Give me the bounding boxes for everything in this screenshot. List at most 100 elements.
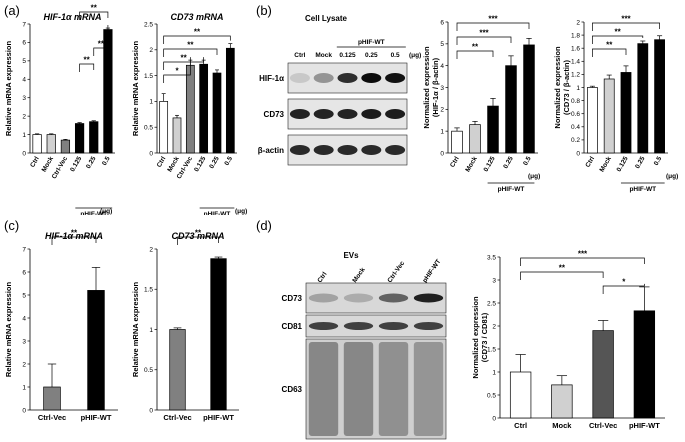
y-tick-label: 0.4 — [571, 124, 580, 131]
y-tick-label: 0 — [149, 150, 153, 157]
x-tick-label: 0.125 — [616, 155, 630, 173]
x-tick-label: Mock — [464, 155, 479, 173]
group-label: pHIF-WT — [629, 186, 656, 193]
x-tick-label: pHIF-WT — [81, 413, 112, 422]
group-label: pHIF-WT — [204, 211, 231, 215]
y-tick-label: 0.8 — [571, 98, 580, 105]
lane-label: Mock — [315, 52, 332, 59]
western-blot-cell-lysate: Cell Lysate Ctrl Mock 0.125 0.25 0.5 pHIF-WT (μ… — [258, 14, 421, 166]
significance-bracket — [520, 257, 645, 266]
bar — [87, 290, 105, 411]
blot-group-label: pHIF-WT — [358, 39, 385, 46]
y-tick-label: 2.5 — [487, 300, 496, 307]
y-tick-label: 7 — [22, 246, 26, 253]
x-tick-label: 0.125 — [483, 155, 497, 173]
bar — [172, 117, 182, 154]
blot-row-label: CD63 — [282, 385, 303, 394]
y-tick-label: 0 — [440, 150, 444, 157]
y-tick-label: 1 — [576, 85, 580, 92]
western-blot-evs: EVs Ctrl Mock Ctrl-Vec pHIF-WT CD73 CD81 CD63 — [282, 251, 447, 440]
bar — [603, 78, 615, 154]
bar — [654, 39, 665, 154]
significance-label: ** — [98, 40, 105, 49]
y-tick-label: 3.5 — [487, 254, 496, 261]
significance-bracket — [592, 35, 644, 44]
bar — [60, 139, 71, 154]
lane-label: 0.25 — [365, 52, 378, 59]
blot-smear — [378, 342, 409, 436]
y-tick-label: 0 — [576, 150, 580, 157]
y-tick-label: 2.5 — [144, 21, 153, 28]
significance-label: *** — [621, 15, 631, 24]
y-tick-label: 4 — [22, 315, 26, 322]
significance-label: ** — [187, 41, 194, 50]
significance-label: ** — [606, 41, 613, 50]
y-tick-label: 1 — [22, 384, 26, 391]
lane-label: 0.125 — [339, 52, 356, 59]
blot-band — [343, 322, 374, 330]
y-tick-label: 1 — [492, 369, 496, 376]
lane-label: Mock — [351, 266, 366, 284]
significance-bracket — [520, 271, 604, 280]
bar — [451, 130, 463, 154]
y-tick-label: 4 — [440, 63, 444, 70]
x-tick-label: 0.25 — [634, 155, 647, 170]
y-tick-label: 3 — [22, 95, 26, 102]
chart-title: HIF-1α mRNA — [45, 231, 103, 241]
chart-cd73-cd81-normalized-d: 0 0.5 1 1.5 2 2.5 3 3.5 Normalized expression(CD… — [471, 250, 665, 430]
significance-label: ** — [181, 54, 188, 63]
chart-cd73-normalized-b: 0 0.2 0.4 0.6 0.8 1 1.2 1.4 1.6 1.8 2 Normalized ex… — [553, 15, 678, 194]
panel-letter-a: (a) — [4, 3, 20, 18]
blot-title: EVs — [343, 251, 359, 260]
unit-label: (μg) — [100, 208, 112, 215]
bar — [89, 121, 99, 154]
x-tick-label: Ctrl — [29, 155, 41, 168]
blot-band — [308, 293, 339, 303]
y-tick-label: 2 — [22, 361, 26, 368]
significance-label: ** — [472, 43, 479, 52]
significance-label: * — [622, 278, 626, 287]
chart-title: CD73 mRNA — [170, 12, 223, 22]
bar — [637, 43, 649, 154]
blot-band — [337, 73, 358, 83]
y-tick-label: 1.5 — [487, 346, 496, 353]
y-tick-label: 2 — [22, 113, 26, 120]
y-tick-label: 2 — [149, 47, 153, 54]
blot-row-label: CD73 — [264, 110, 285, 119]
y-tick-label: 6 — [440, 19, 444, 26]
y-tick-label: 1.5 — [144, 287, 153, 294]
y-tick-label: 0.5 — [144, 367, 153, 374]
chart-cd73-mrna-c: CD73 mRNA 0 0.5 1 1.5 2 Relative mRNA expressi… — [131, 229, 239, 422]
bar — [551, 384, 573, 419]
chart-title: CD73 mRNA — [171, 231, 224, 241]
bar — [74, 123, 85, 154]
y-tick-label: 2 — [440, 107, 444, 114]
y-tick-label: 0 — [22, 150, 26, 157]
x-tick-label: 0.5 — [653, 155, 664, 167]
blot-smear — [343, 342, 374, 436]
y-tick-label: 1 — [149, 327, 153, 334]
y-axis-label: Normalized expression(CD73 / CD81) — [471, 296, 489, 379]
blot-row-label: HIF-1α — [259, 74, 284, 83]
x-tick-label: Ctrl — [156, 155, 168, 168]
significance-bracket — [177, 236, 219, 245]
y-tick-label: 6 — [22, 269, 26, 276]
y-tick-label: 6 — [22, 40, 26, 47]
lane-label: 0.5 — [391, 52, 400, 59]
blot-band — [337, 109, 358, 119]
bar — [487, 105, 499, 154]
bar — [199, 63, 209, 154]
x-tick-label: pHIF-WT — [203, 413, 234, 422]
y-tick-label: 2 — [149, 246, 153, 253]
blot-band — [413, 322, 444, 330]
blot-smear — [308, 342, 339, 436]
x-tick-label: Ctrl-Vec — [38, 413, 66, 422]
significance-bracket — [592, 22, 660, 31]
x-tick-label: Ctrl — [584, 155, 596, 168]
bar — [592, 330, 614, 419]
lane-label: Ctrl — [294, 52, 305, 59]
blot-band — [378, 322, 409, 330]
lane-label: pHIF-WT — [421, 258, 442, 284]
chart-title: HIF-1α mRNA — [43, 12, 101, 22]
chart-hif1a-mrna-c: HIF-1α mRNA 0 1 2 3 4 5 6 7 Relative mRNA express… — [4, 229, 118, 422]
